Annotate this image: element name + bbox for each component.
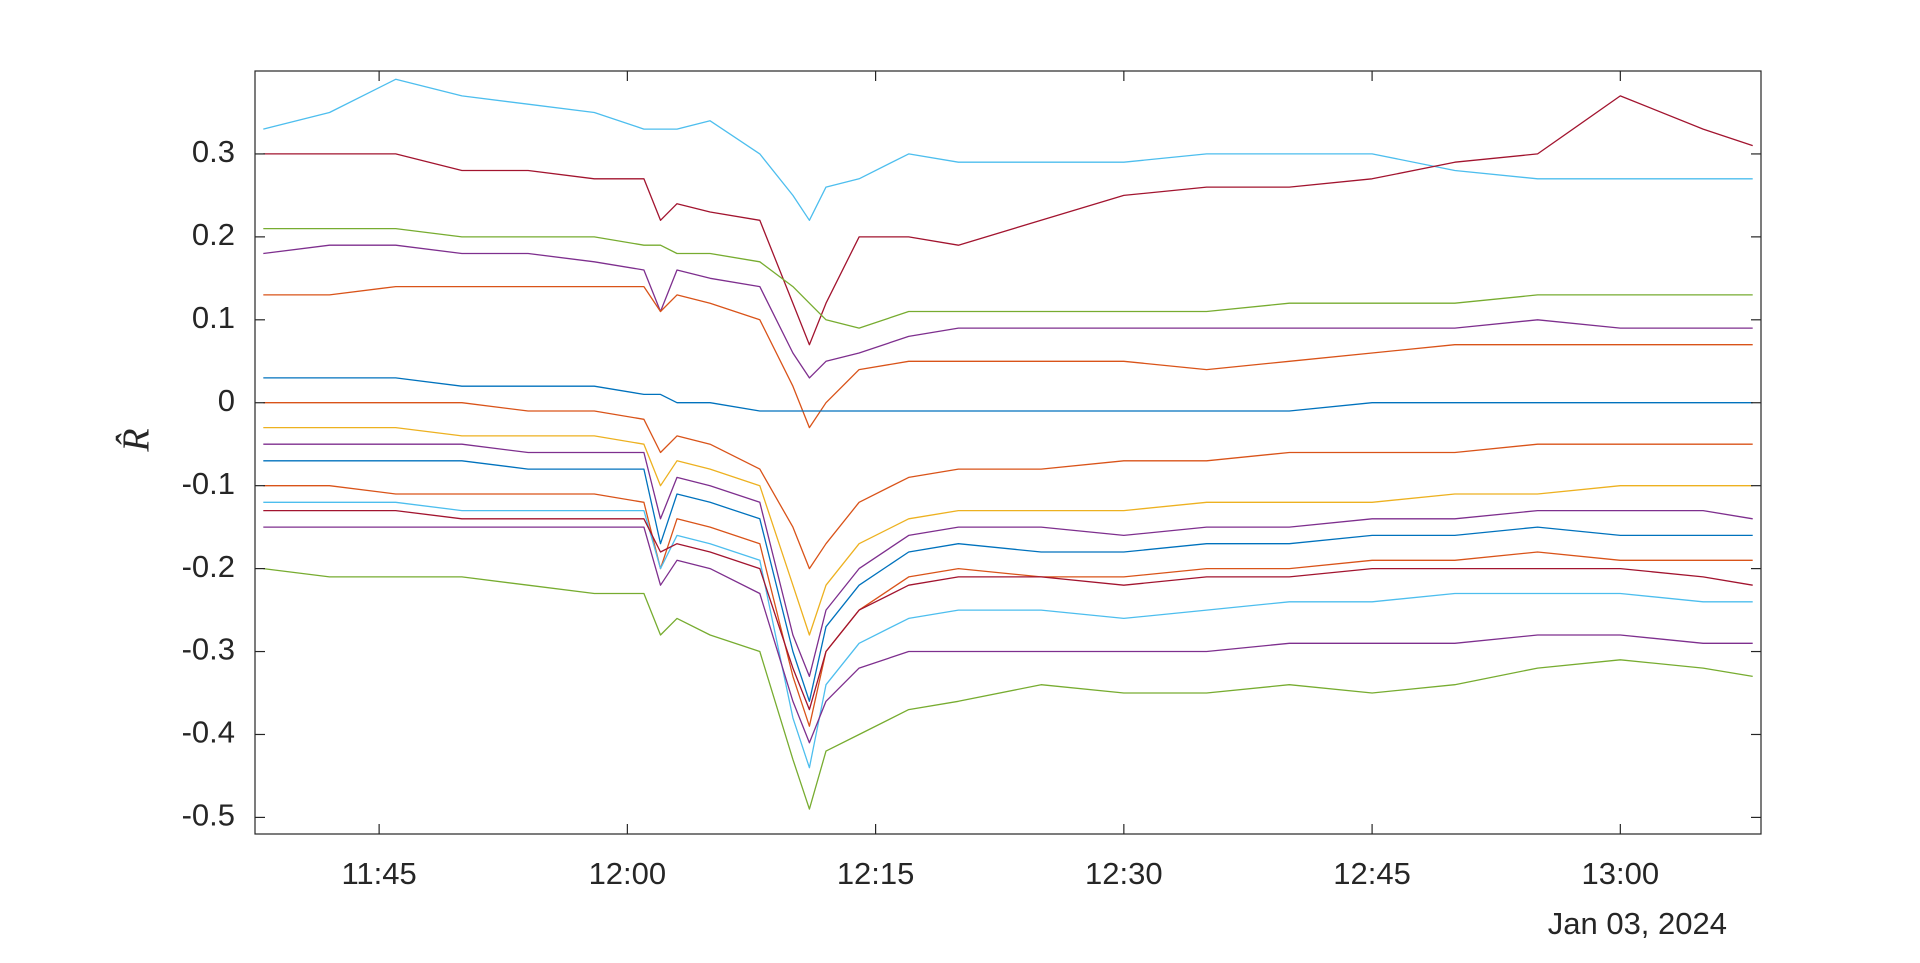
data-line — [263, 402, 1753, 570]
data-line — [263, 509, 1753, 711]
data-line — [263, 95, 1753, 346]
y-tick-label: 0 — [218, 383, 235, 418]
y-axis-label: R̂ — [116, 428, 158, 452]
date-label: Jan 03, 2024 — [1548, 906, 1727, 941]
data-line — [263, 460, 1753, 702]
x-tick-label: 11:45 — [341, 856, 416, 891]
x-tick-label: 12:15 — [837, 856, 915, 891]
plot-frame — [254, 70, 1762, 835]
y-tick-label: -0.4 — [182, 715, 235, 750]
data-line — [263, 443, 1753, 678]
data-line — [263, 526, 1753, 744]
data-line — [263, 567, 1753, 810]
x-tick-label: 13:00 — [1582, 856, 1660, 891]
data-line — [263, 285, 1753, 429]
y-tick-label: 0.3 — [192, 134, 235, 169]
data-line — [263, 377, 1753, 412]
y-tick-label: -0.2 — [182, 549, 235, 584]
y-tick-label: 0.1 — [192, 300, 235, 335]
y-tick-label: -0.5 — [182, 798, 235, 833]
x-tick-label: 12:30 — [1085, 856, 1163, 891]
x-tick-label: 12:45 — [1333, 856, 1411, 891]
y-tick-label: -0.3 — [182, 632, 235, 667]
data-line — [263, 244, 1753, 379]
data-line — [263, 78, 1753, 221]
data-line — [263, 227, 1753, 329]
y-tick-label: -0.1 — [182, 466, 235, 501]
x-tick-label: 12:00 — [589, 856, 667, 891]
y-tick-label: 0.2 — [192, 217, 235, 252]
data-line — [263, 501, 1753, 769]
data-line — [263, 426, 1753, 636]
